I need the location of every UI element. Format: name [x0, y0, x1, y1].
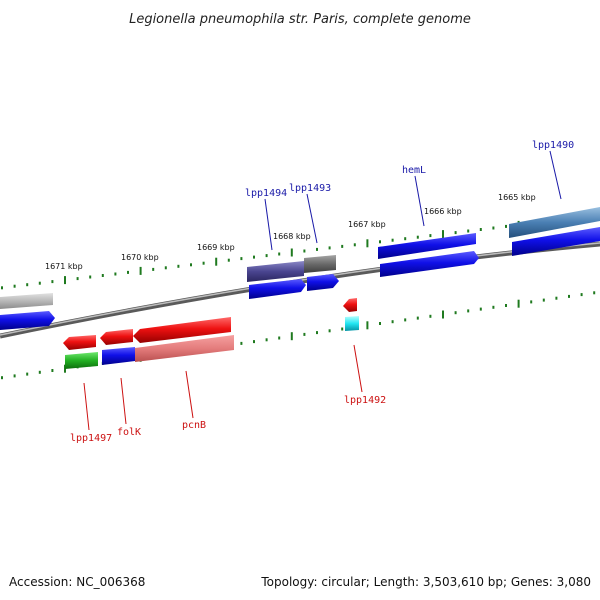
- gene-left-outer[interactable]: [0, 293, 53, 309]
- gene-lpp1493-outer[interactable]: [304, 255, 336, 273]
- tick-label-1665: 1665 kbp: [498, 193, 536, 202]
- tick-label-1669: 1669 kbp: [197, 243, 235, 252]
- gene-pcnB[interactable]: [133, 317, 231, 343]
- callout-lpp1490: [549, 150, 562, 200]
- gene-label-lpp1497: lpp1497: [70, 433, 112, 444]
- gene-folK-outer[interactable]: [102, 347, 135, 365]
- gene-label-pcnB: pcnB: [182, 420, 206, 431]
- gene-lpp1497-outer[interactable]: [65, 352, 98, 369]
- gene-label-hemL: hemL: [402, 165, 426, 176]
- map-title: Legionella pneumophila str. Paris, compl…: [129, 12, 471, 27]
- gene-hemL[interactable]: [380, 251, 479, 277]
- gene-label-folK: folK: [117, 427, 141, 438]
- tick-label-1671: 1671 kbp: [45, 262, 83, 271]
- callout-pcnB: [185, 370, 194, 419]
- callout-lpp1497: [83, 382, 90, 431]
- callout-lpp1494: [264, 198, 273, 251]
- tick-label-1668: 1668 kbp: [273, 232, 311, 241]
- gene-lpp1490[interactable]: [512, 227, 600, 256]
- tick-label-1670: 1670 kbp: [121, 253, 159, 262]
- tick-label-1666: 1666 kbp: [424, 207, 462, 216]
- gene-lpp1493[interactable]: [307, 274, 339, 291]
- gene-hemL-outer[interactable]: [378, 233, 476, 259]
- gene-lpp1497[interactable]: [63, 335, 96, 350]
- callout-lpp1492: [353, 344, 363, 393]
- accession-text: Accession: NC_006368: [9, 575, 145, 589]
- gene-label-lpp1494: lpp1494: [245, 188, 287, 199]
- gene-lpp1492[interactable]: [343, 298, 357, 312]
- callout-lpp1493: [306, 193, 318, 244]
- tick-labels: 1665 kbp 1666 kbp 1667 kbp 1668 kbp 1669…: [45, 193, 536, 271]
- gene-pcnB-outer[interactable]: [135, 335, 234, 362]
- gene-lpp1494[interactable]: [249, 279, 306, 299]
- gene-lpp1494-outer[interactable]: [247, 261, 304, 282]
- gene-label-lpp1492: lpp1492: [344, 395, 386, 406]
- topology-text: Topology: circular; Length: 3,503,610 bp…: [260, 575, 591, 589]
- tick-label-1667: 1667 kbp: [348, 220, 386, 229]
- gene-lpp1492-outer[interactable]: [345, 316, 359, 331]
- gene-label-lpp1490: lpp1490: [532, 140, 574, 151]
- gene-label-lpp1493: lpp1493: [289, 183, 331, 194]
- callout-hemL: [414, 175, 425, 227]
- gene-folK[interactable]: [100, 329, 133, 345]
- gene-lpp1490-outer[interactable]: [509, 207, 600, 238]
- callout-folK: [120, 377, 127, 425]
- callout-lines: [83, 150, 562, 431]
- gene-left[interactable]: [0, 311, 55, 330]
